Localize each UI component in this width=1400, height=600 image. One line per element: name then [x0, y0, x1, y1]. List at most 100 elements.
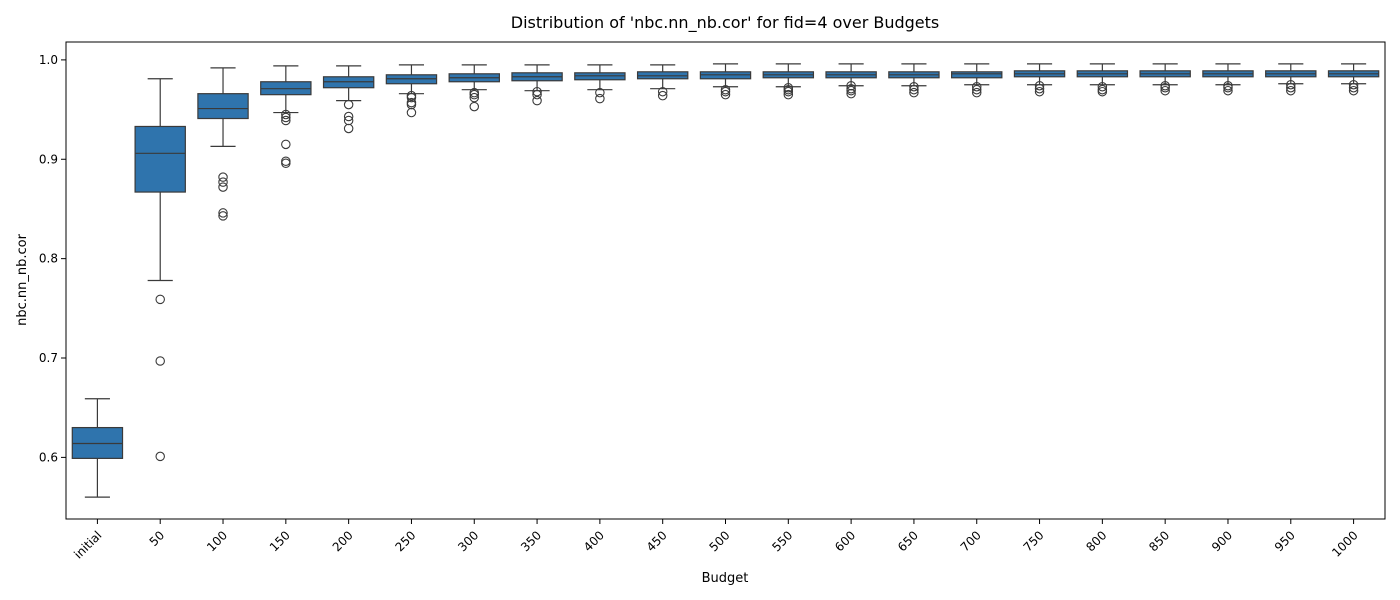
x-tick-label: 750: [1021, 528, 1047, 554]
box-group-150: [260, 65, 312, 168]
outlier-point: [343, 99, 354, 110]
x-axis-label: Budget: [702, 571, 749, 586]
plot-frame: [65, 41, 1386, 520]
y-tick-label: 0.6: [39, 450, 58, 464]
x-tick-label: 250: [392, 528, 418, 554]
outlier-point: [1223, 82, 1233, 93]
boxes-layer: [71, 63, 1380, 498]
box-group-400: [574, 64, 626, 104]
outlier-point: [281, 158, 291, 168]
outlier-point: [971, 87, 982, 98]
outlier-point: [469, 101, 480, 112]
outlier-point: [1348, 82, 1359, 93]
outlier-point: [1348, 79, 1359, 90]
outlier-point: [218, 177, 228, 187]
box-group-100: [197, 67, 249, 221]
box-group-950: [1265, 63, 1317, 96]
box-group-600: [825, 63, 877, 99]
outlier-point: [1160, 82, 1170, 93]
outlier-point: [971, 81, 982, 92]
outlier-point: [1286, 79, 1296, 90]
chart-title: Distribution of 'nbc.nn_nb.cor' for fid=…: [511, 13, 939, 33]
outlier-point: [218, 182, 228, 192]
x-tick-label: 600: [832, 528, 858, 554]
outlier-point: [846, 88, 856, 99]
x-tick-label: 950: [1272, 528, 1298, 554]
y-tick-label: 1.0: [39, 53, 58, 67]
outlier-point: [1286, 85, 1296, 96]
outlier-point: [595, 93, 605, 104]
x-tick-label: 100: [204, 528, 230, 554]
outlier-point: [657, 90, 668, 101]
iqr-box: [951, 71, 1003, 79]
y-tick-label: 0.7: [39, 351, 58, 365]
x-tick-label: 50: [147, 528, 168, 549]
box-group-350: [511, 64, 563, 106]
outlier-point: [343, 111, 354, 122]
outlier-point: [909, 81, 919, 92]
outlier-point: [469, 89, 480, 100]
x-tick-label: 400: [581, 528, 607, 554]
outlier-point: [1034, 83, 1045, 94]
box-group-900: [1202, 63, 1254, 96]
outlier-point: [783, 86, 794, 97]
x-tick-label: 700: [958, 528, 984, 554]
x-tick-label: 150: [267, 528, 293, 554]
y-tick-label: 0.9: [39, 152, 58, 166]
outlier-point: [1097, 81, 1108, 92]
outlier-point: [595, 87, 605, 98]
box-group-850: [1139, 63, 1191, 96]
x-tick-label: initial: [71, 528, 104, 561]
y-tick-label: 0.8: [39, 252, 58, 266]
x-tick-label: 850: [1146, 528, 1172, 554]
outlier-point: [532, 95, 542, 106]
outlier-point: [155, 356, 165, 366]
plot-area: [65, 41, 1386, 520]
box-group-550: [762, 63, 815, 100]
outlier-point: [155, 451, 165, 462]
box-group-50: [134, 78, 186, 462]
iqr-box: [197, 93, 249, 120]
outlier-point: [532, 89, 542, 100]
box-group-500: [699, 63, 752, 100]
box-group-450: [636, 64, 689, 101]
outlier-point: [281, 112, 291, 123]
outlier-point: [281, 109, 291, 120]
outlier-point: [406, 107, 417, 118]
outlier-point: [281, 115, 291, 126]
iqr-box: [134, 125, 186, 193]
outlier-point: [218, 211, 228, 221]
outlier-point: [155, 294, 165, 305]
x-tick-label: 200: [330, 528, 356, 554]
outlier-point: [218, 208, 228, 218]
box-group-750: [1013, 63, 1066, 97]
outlier-point: [720, 86, 731, 97]
x-tick-label: 500: [707, 528, 733, 554]
x-tick-label: 1000: [1329, 528, 1360, 559]
outlier-point: [1034, 80, 1045, 91]
box-group-650: [888, 63, 940, 98]
box-group-200: [322, 65, 375, 134]
outlier-point: [1286, 82, 1296, 93]
x-tick-label: 300: [455, 528, 481, 554]
outlier-point: [720, 89, 731, 100]
y-axis: 0.6 0.7 0.8 0.9 1.0: [39, 53, 66, 464]
outlier-point: [971, 84, 982, 95]
outlier-point: [1223, 85, 1233, 96]
box-group-initial: [71, 398, 124, 498]
y-axis-label: nbc.nn_nb.cor: [15, 233, 30, 325]
outlier-point: [783, 89, 794, 100]
x-tick-label: 800: [1083, 528, 1109, 554]
box-group-800: [1076, 63, 1129, 97]
outlier-point: [281, 139, 291, 150]
outlier-point: [218, 172, 228, 182]
outlier-point: [1348, 85, 1359, 96]
x-axis: initial 50 100 150 200 250 300 350 400 450 500 550 6…: [71, 519, 1361, 561]
box-group-300: [448, 64, 500, 112]
outlier-point: [657, 86, 668, 97]
outlier-point: [343, 123, 354, 134]
x-tick-label: 650: [895, 528, 921, 554]
outlier-point: [1034, 86, 1045, 97]
outlier-point: [406, 92, 417, 103]
